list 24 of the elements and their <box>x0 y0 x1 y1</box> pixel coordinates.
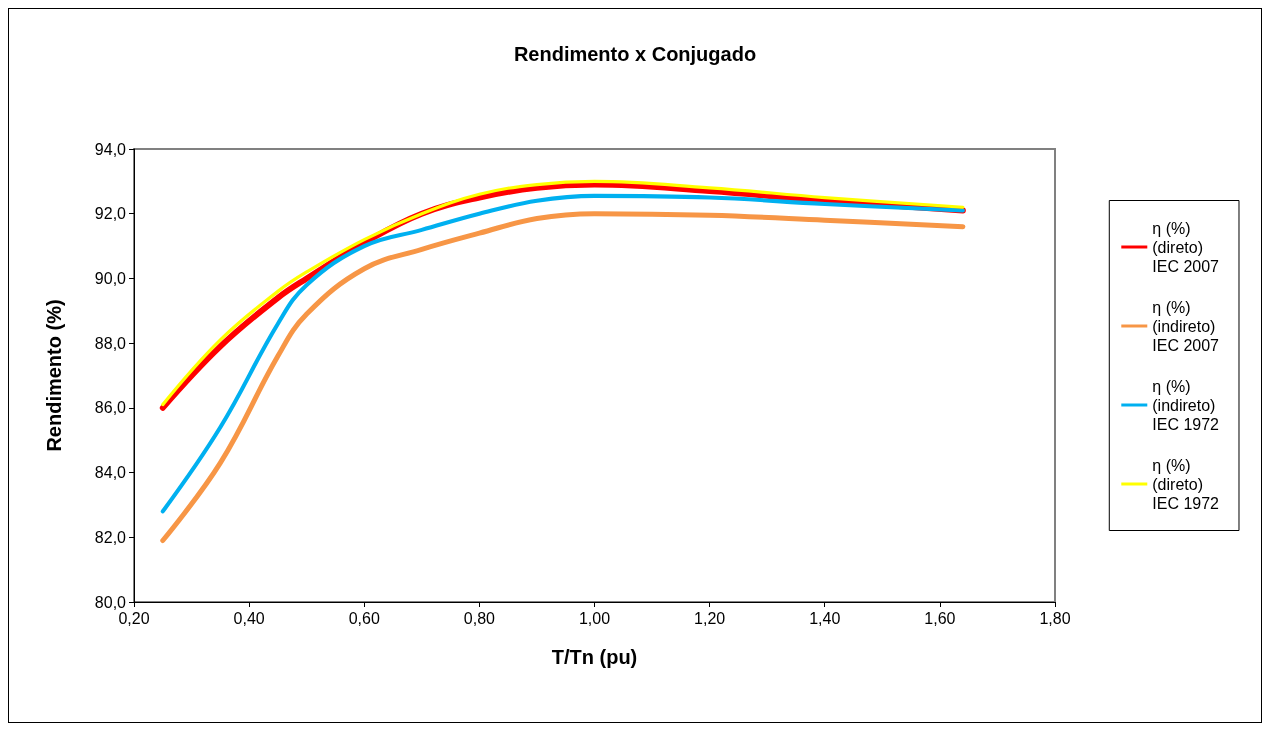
x-tick-label: 0,80 <box>463 609 496 627</box>
x-tick-label: 0,40 <box>233 609 265 627</box>
legend-label: η (%) (indireto) IEC 1972 <box>1152 377 1220 433</box>
x-tick-label: 1,80 <box>1039 609 1071 627</box>
y-tick-label: 86,0 <box>94 399 127 417</box>
legend-label: η (%) (direto) IEC 2007 <box>1152 219 1220 275</box>
y-tick-label: 82,0 <box>94 528 127 546</box>
x-tick-label: 1,40 <box>809 609 841 627</box>
y-tick-label: 84,0 <box>94 464 127 482</box>
y-tick-label: 90,0 <box>94 269 127 287</box>
x-tick-label: 0,20 <box>118 609 150 627</box>
chart-title: Rendimento x Conjugado <box>513 43 757 65</box>
y-tick-label: 80,0 <box>94 593 127 611</box>
y-tick-label: 88,0 <box>94 334 127 352</box>
x-tick-label: 1,20 <box>694 609 726 627</box>
x-tick-label: 0,60 <box>348 609 380 627</box>
y-tick-label: 94,0 <box>94 140 127 158</box>
x-tick-label: 1,00 <box>578 609 611 627</box>
x-tick-label: 1,60 <box>924 609 956 627</box>
y-axis-title: Rendimento (%) <box>43 299 65 452</box>
legend-label: η (%) (indireto) IEC 2007 <box>1152 298 1220 354</box>
y-tick-label: 92,0 <box>94 205 127 223</box>
legend-label: η (%) (direto) IEC 1972 <box>1152 456 1220 512</box>
x-axis-title: T/Tn (pu) <box>551 646 638 668</box>
